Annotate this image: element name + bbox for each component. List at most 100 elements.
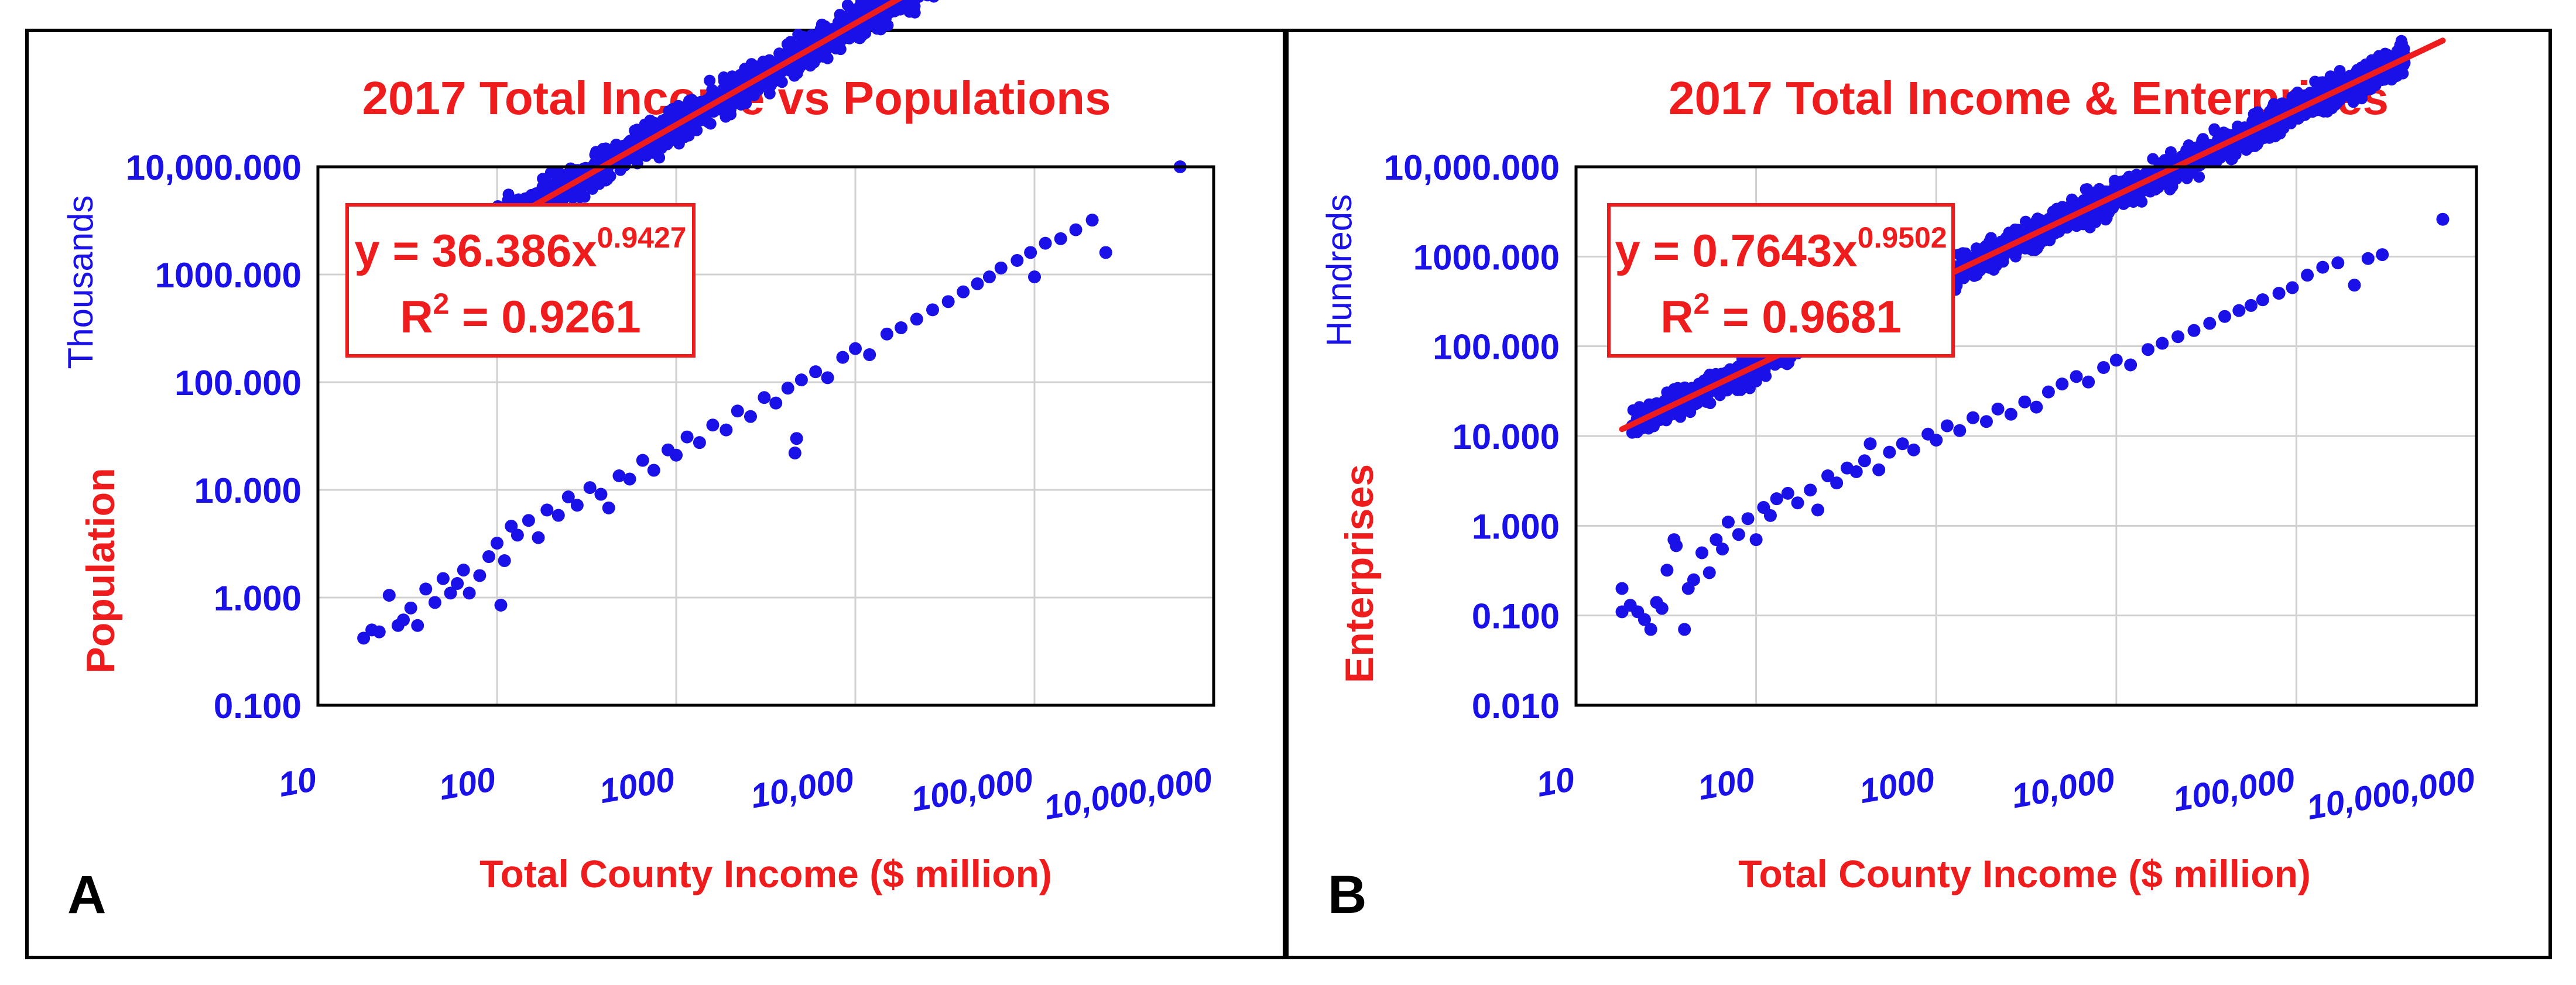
- r-squared-superscript: 2: [1694, 287, 1710, 320]
- data-point: [372, 625, 386, 639]
- panel-a: 2017 Total Income vs Populations 0.1001.…: [25, 0, 1286, 959]
- data-point: [2215, 152, 2227, 164]
- data-point: [836, 351, 849, 364]
- data-point: [769, 396, 783, 410]
- data-point: [636, 454, 649, 467]
- y-tick-label: 100.000: [174, 363, 302, 403]
- y-tick-labels: 0.100 1.000 10.000 100.000 1000.000 10,000.00…: [126, 148, 302, 726]
- y-tick-label: 100.000: [1433, 328, 1560, 367]
- data-point: [494, 598, 508, 612]
- data-point: [1979, 415, 1993, 428]
- plot-area-frame: [1574, 165, 2478, 707]
- data-point: [525, 188, 537, 201]
- data-point: [718, 71, 730, 84]
- data-point: [623, 472, 636, 486]
- data-point: [2009, 250, 2022, 263]
- data-point: [704, 74, 716, 87]
- data-point: [1687, 573, 1700, 586]
- equation-coefficient: y = 36.386x: [354, 225, 597, 276]
- data-point: [2301, 269, 2314, 282]
- data-point: [1991, 402, 2005, 416]
- data-point: [2393, 67, 2406, 80]
- data-point: [2084, 221, 2096, 234]
- data-point: [1821, 469, 1835, 483]
- data-point: [1975, 263, 1987, 276]
- data-point: [2315, 83, 2328, 95]
- data-point: [1770, 492, 1783, 506]
- data-point: [2056, 201, 2068, 213]
- x-tick-label: 10: [1533, 760, 1577, 804]
- data-point: [1660, 564, 1674, 577]
- data-point: [2436, 212, 2450, 226]
- data-point: [612, 469, 626, 483]
- data-point: [2180, 144, 2193, 156]
- data-point: [2099, 214, 2112, 226]
- data-point: [679, 105, 691, 118]
- data-point: [2004, 407, 2017, 421]
- y-tick-label: 10.000: [1452, 417, 1560, 457]
- data-point: [2047, 205, 2059, 218]
- data-point: [994, 261, 1008, 274]
- data-point: [594, 488, 608, 501]
- data-point: [1966, 411, 1979, 424]
- data-point: [561, 490, 575, 504]
- data-point: [1858, 454, 1871, 468]
- data-point: [1749, 533, 1763, 547]
- data-point: [1703, 566, 1716, 579]
- data-point: [744, 410, 757, 423]
- r-squared-value: = 0.9261: [449, 291, 640, 342]
- data-point: [809, 365, 823, 379]
- data-point: [2396, 44, 2409, 56]
- data-point: [821, 25, 834, 37]
- data-point: [473, 569, 487, 582]
- data-point: [1069, 223, 1083, 236]
- y-tick-label: 1.000: [214, 579, 302, 618]
- data-point: [844, 30, 856, 42]
- y-tick-label: 0.100: [214, 687, 302, 726]
- data-point: [1638, 421, 1650, 434]
- data-point: [834, 9, 846, 21]
- r-squared-value: = 0.9681: [1710, 291, 1901, 342]
- data-point: [2286, 281, 2299, 294]
- data-point: [2030, 400, 2043, 414]
- y-unit-label: Hundreds: [1320, 194, 1359, 346]
- equation-box: [1607, 203, 1955, 358]
- y-tick-label: 1000.000: [155, 256, 302, 295]
- panel-b: 2017 Total Income & Enterprises 0.0100.1…: [1285, 29, 2552, 959]
- data-point: [2180, 171, 2192, 183]
- data-point: [451, 577, 464, 591]
- data-point: [688, 117, 701, 129]
- y-tick-labels: 0.010 0.100 1.000 10.000 100.000 1000.000 10,0…: [1384, 148, 1560, 726]
- data-point: [2144, 181, 2156, 194]
- data-point: [821, 371, 834, 385]
- x-axis-label: Total County Income ($ million): [1738, 852, 2311, 895]
- data-point: [2348, 279, 2361, 292]
- data-point: [498, 554, 511, 567]
- data-point: [511, 528, 524, 542]
- data-point: [2068, 196, 2081, 208]
- data-point: [1710, 533, 1723, 547]
- data-point: [858, 2, 871, 14]
- data-point: [2141, 343, 2154, 356]
- data-point: [1678, 623, 1691, 636]
- data-point: [2272, 287, 2286, 300]
- data-point: [2171, 330, 2185, 344]
- data-point: [540, 503, 554, 517]
- data-point: [1774, 356, 1786, 368]
- data-point: [1763, 509, 1777, 522]
- data-point: [2361, 252, 2375, 265]
- r-squared-text: R2 = 0.9681: [1660, 287, 1902, 342]
- data-point: [357, 632, 371, 645]
- data-point: [1010, 254, 1024, 267]
- data-point: [1716, 543, 1729, 556]
- data-point: [849, 342, 862, 355]
- r-squared-symbol: R: [400, 291, 433, 342]
- data-point: [2256, 293, 2269, 307]
- data-point: [2395, 35, 2407, 47]
- data-point: [1655, 602, 1669, 615]
- data-point: [602, 501, 615, 514]
- data-point: [670, 448, 683, 462]
- data-point: [1615, 582, 1629, 595]
- data-point: [598, 144, 611, 156]
- data-point: [2041, 385, 2055, 399]
